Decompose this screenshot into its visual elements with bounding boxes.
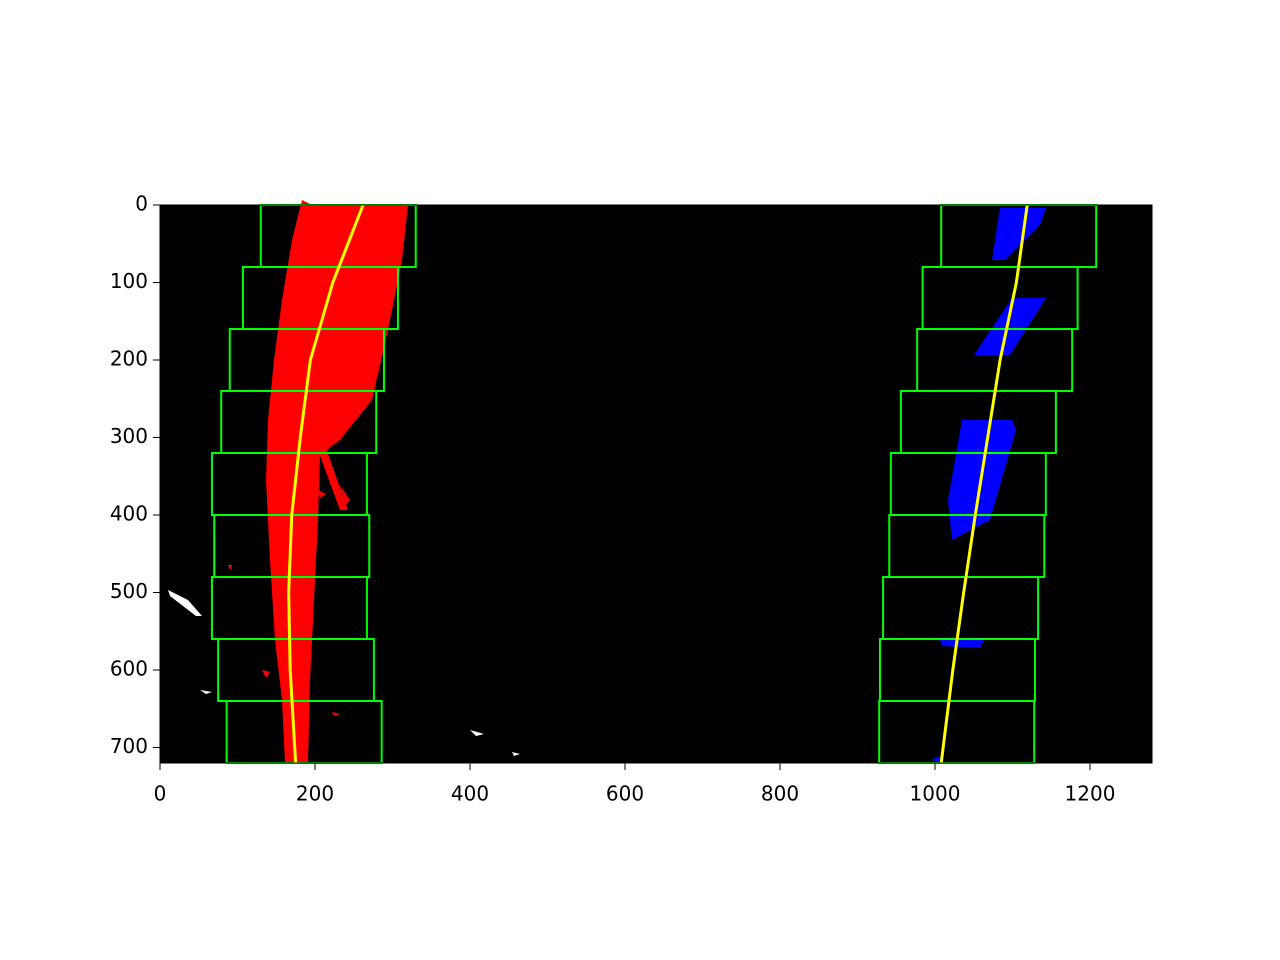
y-tick-label: 200 — [110, 347, 148, 371]
left-lane-pixels — [266, 200, 408, 763]
y-tick-label: 600 — [110, 657, 148, 681]
x-tick-label: 200 — [296, 782, 334, 806]
background-noise — [168, 590, 520, 756]
lane-pixels — [168, 200, 1046, 763]
lane-fit-line — [287, 204, 365, 764]
axes-frame — [159, 204, 1153, 764]
y-tick-label: 500 — [110, 579, 148, 603]
y-tick-label: 700 — [110, 734, 148, 758]
x-tick-label: 400 — [451, 782, 489, 806]
y-tick-label: 100 — [110, 269, 148, 293]
x-tick-label: 600 — [606, 782, 644, 806]
left-lane-noise — [228, 375, 350, 716]
x-tick-label: 0 — [154, 782, 167, 806]
x-tick-label: 800 — [761, 782, 799, 806]
y-tick-label: 300 — [110, 424, 148, 448]
y-tick-label: 400 — [110, 502, 148, 526]
x-tick-label: 1000 — [910, 782, 961, 806]
lane-fit-line — [939, 204, 1029, 764]
y-tick-label: 0 — [135, 192, 148, 216]
x-tick-label: 1200 — [1065, 782, 1116, 806]
